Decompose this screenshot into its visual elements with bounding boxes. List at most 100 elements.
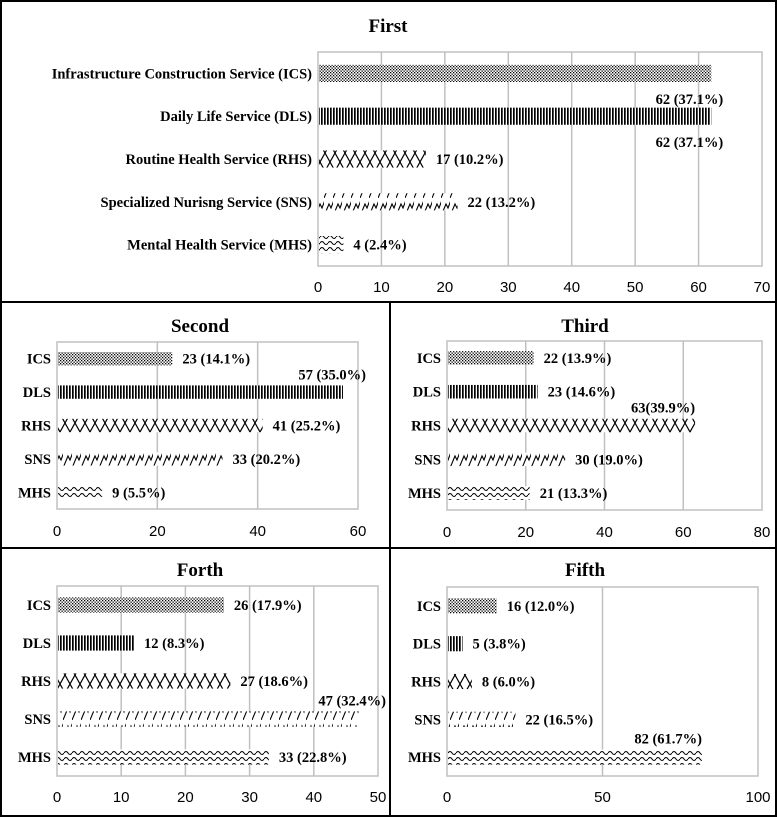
- x-tick-label: 0: [53, 523, 61, 540]
- category-label: DLS: [23, 385, 51, 401]
- x-tick-label: 30: [500, 279, 517, 296]
- bar-rhs: [448, 673, 472, 690]
- x-tick-label: 70: [754, 279, 771, 296]
- x-tick-label: 60: [675, 524, 692, 541]
- data-label: 22 (13.9%): [544, 351, 612, 367]
- x-tick-label: 10: [373, 279, 390, 296]
- x-tick-label: 20: [177, 789, 194, 806]
- bar-mhs: [319, 236, 344, 254]
- data-label: 22 (16.5%): [525, 712, 593, 728]
- data-label: 21 (13.3%): [540, 486, 608, 502]
- x-tick-label: 20: [517, 524, 534, 541]
- bar-ics: [319, 64, 712, 82]
- bar-rhs: [58, 673, 231, 689]
- category-label: MHS: [408, 750, 441, 766]
- data-label: 62 (37.1%): [656, 92, 724, 108]
- x-tick-label: 60: [350, 523, 367, 540]
- category-label: SNS: [414, 712, 441, 728]
- bar-sns: [58, 711, 359, 727]
- x-tick-label: 10: [113, 789, 130, 806]
- chart-forth: Forth 0 10 20 30 40 50 ICS 26 (17.9%) DLS 12 (8.3%…: [18, 560, 386, 806]
- data-label: 16 (12.0%): [507, 599, 575, 615]
- x-tick-label: 40: [596, 524, 613, 541]
- category-label: Infrastructure Construction Service (ICS…: [52, 66, 312, 82]
- data-label: 23 (14.6%): [548, 385, 616, 401]
- bar-sns: [58, 452, 223, 466]
- x-tick-label: 0: [53, 789, 61, 806]
- x-tick-label: 20: [149, 523, 166, 540]
- category-label: ICS: [417, 599, 441, 615]
- bar-dls: [448, 384, 538, 399]
- chart-title: Fifth: [565, 560, 606, 581]
- bar-mhs: [58, 749, 269, 765]
- category-label: Specialized Nurisng Service (SNS): [101, 195, 313, 211]
- x-tick-label: 30: [241, 789, 258, 806]
- data-label: 4 (2.4%): [353, 238, 406, 254]
- plot-area: [317, 51, 763, 267]
- x-tick-label: 50: [594, 789, 611, 806]
- x-tick-label: 0: [443, 524, 451, 541]
- x-tick-label: 40: [249, 523, 266, 540]
- data-label: 26 (17.9%): [234, 598, 302, 614]
- chart-fifth: Fifth 0 50 100 ICS 16 (12.0%) DLS 5 (3.8%) RHS 8 …: [408, 560, 771, 806]
- category-label: MHS: [18, 485, 51, 501]
- x-tick-label: 20: [437, 279, 454, 296]
- x-tick-label: 40: [305, 789, 322, 806]
- category-label: SNS: [24, 712, 51, 728]
- bar-ics: [58, 352, 173, 366]
- category-label: RHS: [411, 675, 441, 691]
- x-tick-label: 60: [690, 279, 707, 296]
- category-label: ICS: [417, 351, 441, 367]
- x-tick-label: 50: [370, 789, 387, 806]
- bar-dls: [448, 636, 463, 652]
- data-label: 9 (5.5%): [112, 485, 165, 501]
- bar-ics: [448, 598, 497, 614]
- bar-mhs: [448, 486, 530, 500]
- category-label: Routine Health Service (RHS): [126, 152, 313, 168]
- bar-dls: [58, 385, 343, 399]
- data-label: 23 (14.1%): [182, 352, 250, 368]
- category-label: RHS: [411, 419, 441, 435]
- data-label: 82 (61.7%): [634, 732, 702, 748]
- bar-sns: [448, 452, 566, 467]
- data-label: 22 (13.2%): [468, 195, 536, 211]
- bar-dls: [58, 635, 135, 651]
- data-label: 57 (35.0%): [298, 367, 366, 383]
- x-tick-label: 80: [754, 524, 771, 541]
- category-label: DLS: [413, 385, 441, 401]
- category-label: RHS: [21, 419, 51, 435]
- bar-rhs: [58, 418, 263, 433]
- plot-area: [56, 585, 379, 777]
- category-label: DLS: [413, 637, 441, 653]
- chart-title: Forth: [177, 560, 224, 581]
- x-tick-label: 40: [563, 279, 580, 296]
- data-label: 8 (6.0%): [482, 675, 535, 691]
- bar-sns: [448, 711, 516, 727]
- bar-mhs: [448, 749, 703, 765]
- data-label: 17 (10.2%): [436, 152, 504, 168]
- category-label: RHS: [21, 674, 51, 690]
- data-label: 33 (22.8%): [279, 750, 347, 766]
- plot-area: [56, 341, 359, 510]
- bar-ics: [58, 597, 224, 613]
- bar-rhs: [319, 150, 426, 168]
- chart-first: First 0 10 20 30 40 50 60 70 Infrastructure Const…: [52, 16, 771, 296]
- category-label: ICS: [27, 352, 51, 368]
- bar-sns: [319, 193, 458, 211]
- x-tick-label: 0: [443, 789, 451, 806]
- data-label: 62 (37.1%): [656, 135, 724, 151]
- x-tick-label: 0: [314, 279, 322, 296]
- bar-rhs: [448, 418, 696, 433]
- category-label: Daily Life Service (DLS): [160, 109, 312, 125]
- bar-mhs: [58, 485, 103, 499]
- category-label: ICS: [27, 598, 51, 614]
- category-label: SNS: [414, 452, 441, 468]
- data-label: 12 (8.3%): [144, 636, 205, 652]
- category-label: Mental Health Service (MHS): [127, 238, 312, 254]
- chart-second: Second 0 20 40 60 ICS 23 (14.1%) DLS 57 (35.0%) R…: [18, 316, 366, 540]
- data-label: 30 (19.0%): [575, 452, 643, 468]
- chart-title: First: [368, 16, 408, 37]
- category-label: MHS: [18, 750, 51, 766]
